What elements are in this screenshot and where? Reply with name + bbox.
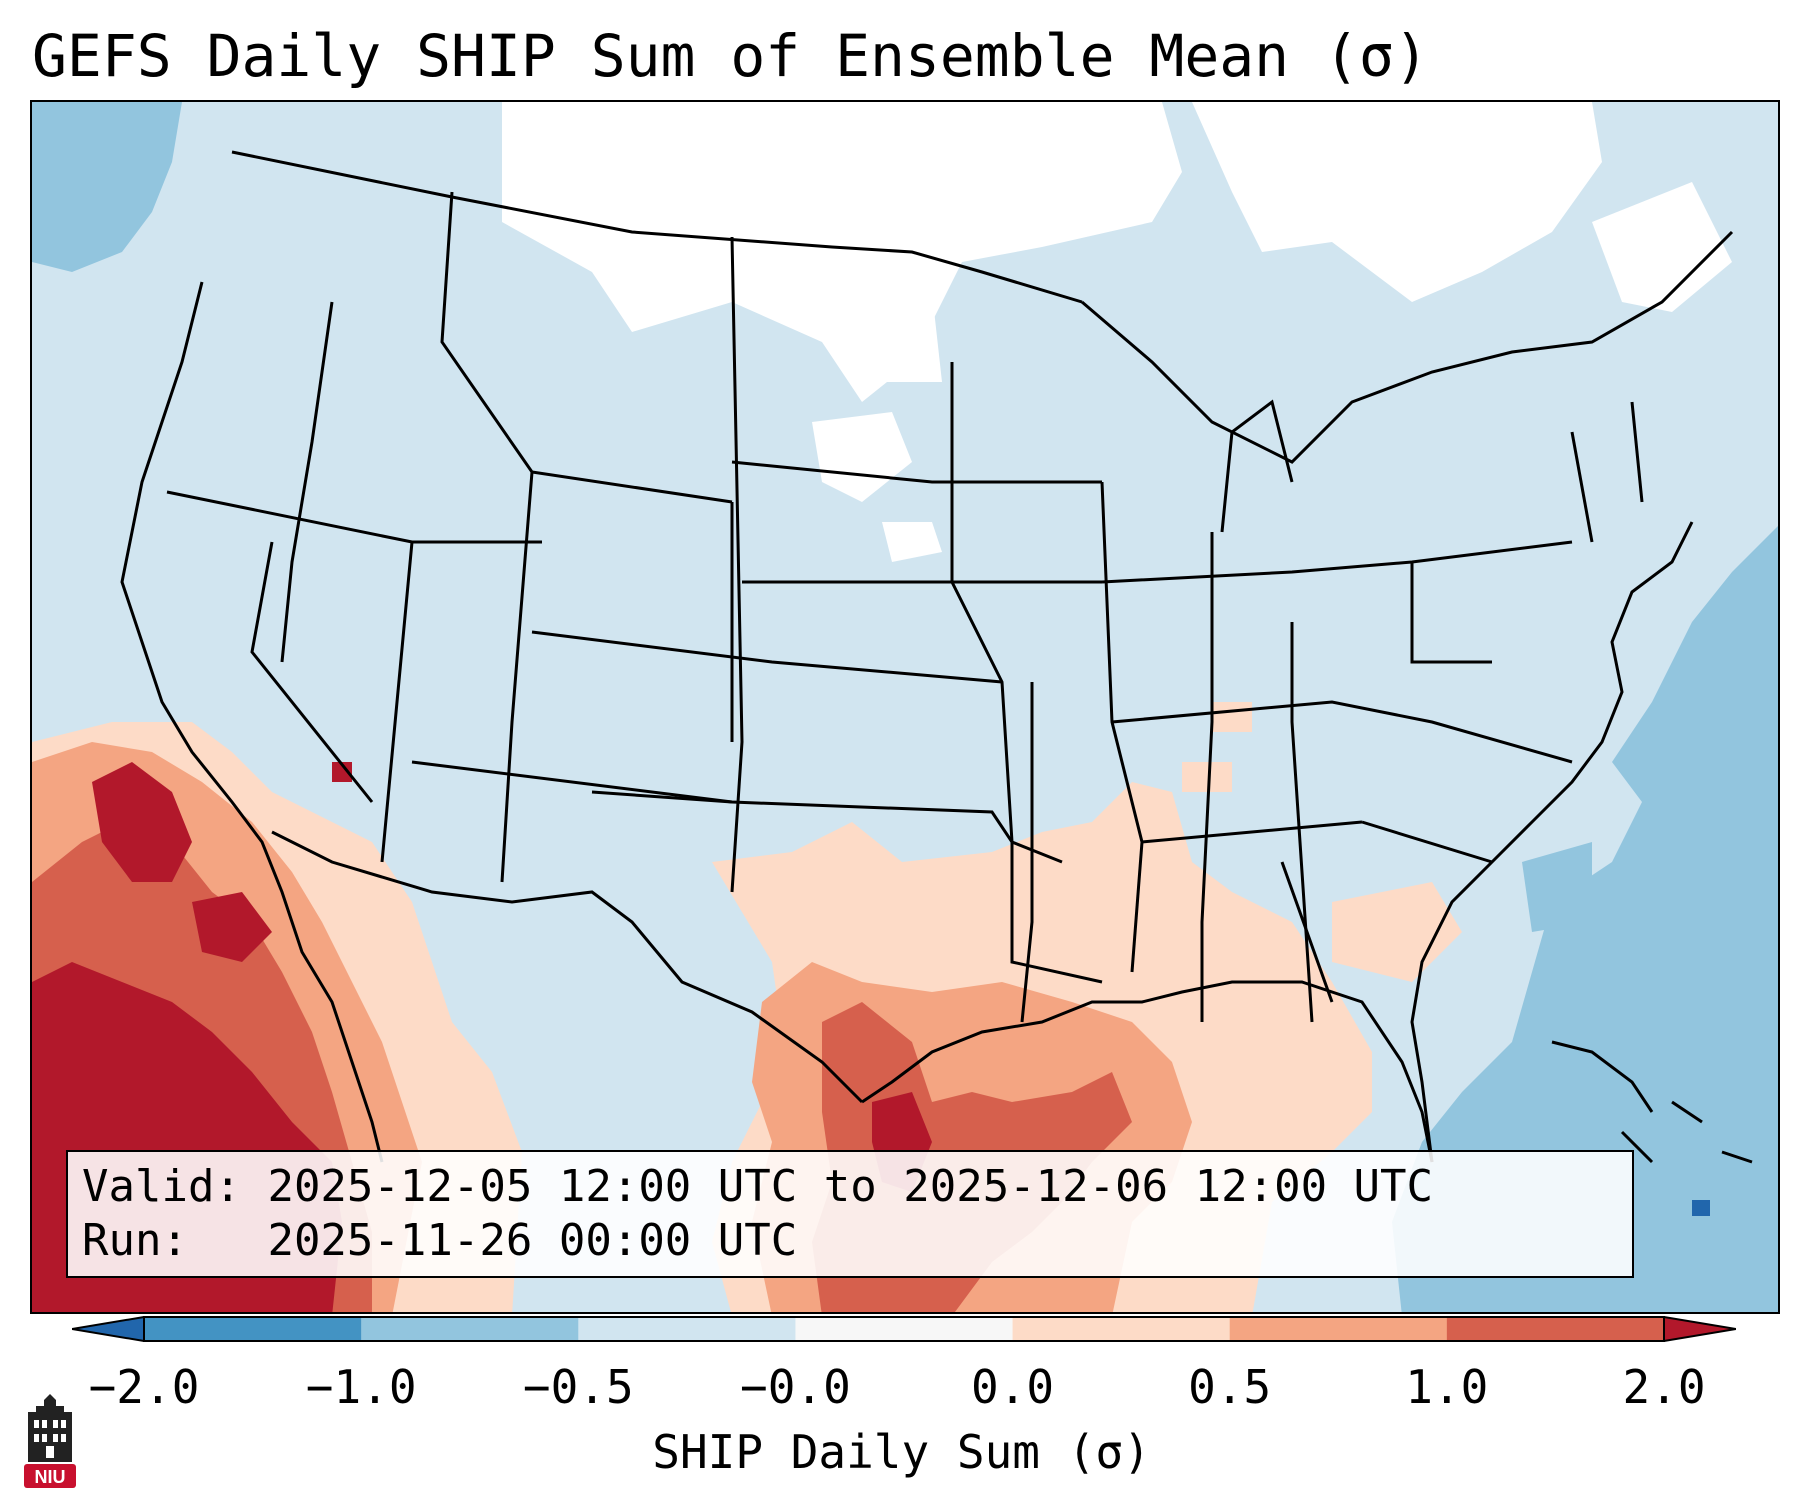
niu-logo-icon: NIU: [24, 1394, 76, 1488]
colorbar-tick-label: 1.0: [1405, 1360, 1489, 1414]
colorbar-tick-label: 0.0: [971, 1360, 1055, 1414]
colorbar: [72, 1316, 1736, 1342]
validity-info-box: Valid: 2025-12-05 12:00 UTC to 2025-12-0…: [66, 1150, 1634, 1278]
near-zero-areas: [502, 102, 1732, 562]
negative-anomaly-areas: [32, 102, 1778, 1312]
colorbar-label: SHIP Daily Sum (σ): [652, 1425, 1151, 1479]
colorbar-bin: [795, 1317, 1014, 1341]
colorbar-bin: [361, 1317, 579, 1341]
run-time: 2025-11-26 00:00 UTC: [267, 1215, 798, 1266]
colorbar-tick-label: −2.0: [88, 1360, 200, 1414]
colorbar-tick-label: −0.0: [740, 1360, 851, 1414]
boundary-lines: [120, 150, 1734, 1163]
colorbar-bin: [1446, 1317, 1665, 1341]
valid-label: Valid:: [82, 1161, 241, 1212]
colorbar-tick-label: −0.5: [522, 1360, 634, 1414]
colorbar-bin: [578, 1317, 796, 1341]
valid-time: 2025-12-05 12:00 UTC to 2025-12-06 12:00…: [267, 1161, 1434, 1212]
colorbar-bin: [144, 1317, 362, 1341]
colorbar-bin: [1229, 1317, 1448, 1341]
ship-anomaly-map: [32, 102, 1778, 1312]
colorbar-extend-high: [1663, 1316, 1736, 1342]
colorbar-tick-label: 0.5: [1188, 1360, 1272, 1414]
colorbar-tick-label: 2.0: [1622, 1360, 1706, 1414]
colorbar-outline: [143, 1316, 1665, 1342]
run-label: Run:: [82, 1215, 188, 1266]
colorbar-bin: [1012, 1317, 1231, 1341]
caribbean-islands: [1551, 1040, 1753, 1164]
map-panel: [30, 100, 1780, 1314]
colorbar-extend-low: [72, 1316, 145, 1342]
colorbar-tick-label: −1.0: [305, 1360, 417, 1414]
logo-text: NIU: [35, 1467, 66, 1487]
page-title: GEFS Daily SHIP Sum of Ensemble Mean (σ): [32, 22, 1429, 90]
